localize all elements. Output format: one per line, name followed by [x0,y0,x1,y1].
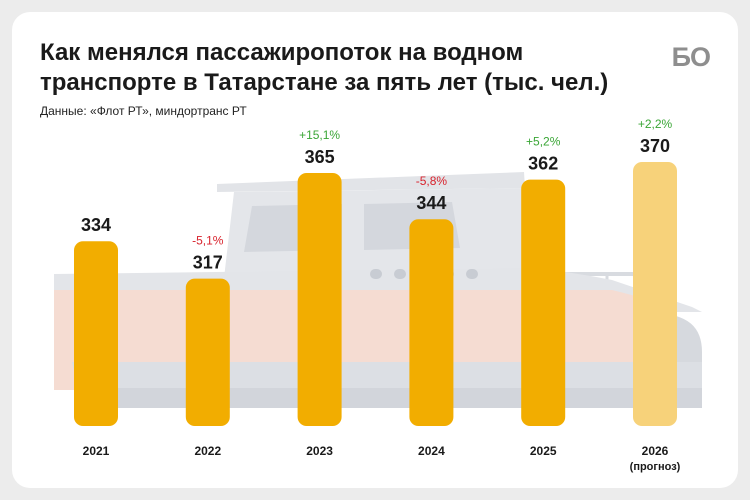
bo-logo: БО [671,42,711,72]
bar-2021 [74,241,118,426]
title-line-1: Как менялся пассажиропоток на водном [40,39,524,66]
bar-2025 [521,179,566,426]
bar-2024 [409,219,454,426]
category-label-2025: 2025 [530,444,557,458]
value-label-2021: 334 [81,215,111,235]
category-label-2023: 2023 [306,444,333,458]
bar-2022 [185,278,230,426]
bar-2023 [297,173,342,426]
data-source: Данные: «Флот РТ», миндортранс РТ [40,104,247,118]
bar-2026 [633,162,677,426]
category-label-2021: 2021 [83,444,110,458]
change-label-2022: -5,1% [192,234,224,248]
chart-card: Как менялся пассажиропоток на водном тра… [12,12,738,488]
category-label-2024: 2024 [418,444,445,458]
value-label-2026: 370 [640,136,670,156]
value-label-2025: 362 [528,154,558,174]
change-label-2026: +2,2% [638,117,673,131]
bars-group: 334 2021 317 -5,1% 2022 365 +15,1% 2023 344 -5,8%… [74,117,681,473]
change-label-2025: +5,2% [526,135,561,149]
category-label-2022: 2022 [194,444,221,458]
category-note-2026: (прогноз) [630,461,681,473]
value-label-2023: 365 [305,147,335,167]
chart-title: Как менялся пассажиропоток на водном тра… [40,38,640,98]
boat-illustration [54,172,702,408]
change-label-2024: -5,8% [416,174,448,188]
value-label-2022: 317 [193,253,223,273]
title-line-2: транспорте в Татарстане за пять лет (тыс… [40,69,609,96]
change-label-2023: +15,1% [299,128,340,142]
category-label-2026: 2026 [642,444,669,458]
bar-chart: 334 2021 317 -5,1% 2022 365 +15,1% 2023 344 -5,8%… [54,117,702,473]
value-label-2024: 344 [416,193,446,213]
